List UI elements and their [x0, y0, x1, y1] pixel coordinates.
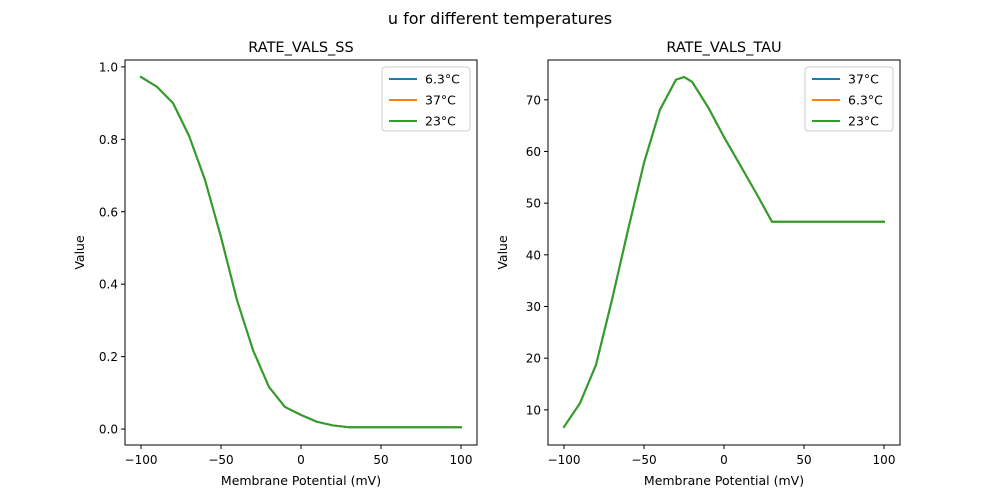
x-tick-label: 0	[720, 453, 728, 467]
x-tick-label: 100	[450, 453, 473, 467]
y-axis-label: Value	[72, 235, 87, 270]
legend-label: 23°C	[425, 114, 456, 129]
legend-box	[804, 66, 894, 132]
figure-title: u for different temperatures	[388, 9, 612, 28]
legend: 6.3°C 37°C 23°C	[381, 66, 471, 132]
series-line-tau-2	[562, 76, 885, 429]
x-tick-label: −100	[125, 453, 158, 467]
x-tick-label: −100	[548, 453, 581, 467]
x-tick-label: 0	[297, 453, 305, 467]
y-tick-label: 50	[526, 197, 541, 211]
y-tick-label: 60	[526, 145, 541, 159]
x-tick-label: 50	[373, 453, 388, 467]
x-axis-label: Membrane Potential (mV)	[221, 473, 381, 488]
legend-label: 23°C	[848, 114, 879, 129]
subplot-title: RATE_VALS_TAU	[666, 40, 781, 56]
y-tick-label: 0.6	[99, 205, 118, 219]
x-tick-label: −50	[208, 453, 233, 467]
y-tick-label: 40	[526, 248, 541, 262]
y-axis-label: Value	[495, 235, 510, 270]
subplot-tau: RATE_VALS_TAU −100 −50 0 50 100 10 20 30 40 50 60 70…	[495, 40, 901, 488]
y-tick-label: 20	[526, 352, 541, 366]
x-axis-label: Membrane Potential (mV)	[644, 473, 804, 488]
subplot-ss: RATE_VALS_SS −100 −50 0 50 100 0.0 0.2 0.4 0.6 0.8…	[72, 40, 478, 488]
x-tick-label: 100	[873, 453, 896, 467]
x-tick-label: 50	[796, 453, 811, 467]
y-tick-label: 0.0	[99, 423, 118, 437]
legend-label: 6.3°C	[848, 93, 883, 108]
x-tick-label: −50	[631, 453, 656, 467]
legend-label: 37°C	[425, 93, 456, 108]
legend: 37°C 6.3°C 23°C	[804, 66, 894, 132]
legend-box	[381, 66, 471, 132]
subplot-title: RATE_VALS_SS	[248, 40, 353, 56]
y-tick-label: 0.8	[99, 133, 118, 147]
y-tick-label: 0.2	[99, 350, 118, 364]
legend-label: 6.3°C	[425, 72, 460, 87]
y-tick-label: 0.4	[99, 278, 118, 292]
y-tick-label: 1.0	[99, 60, 118, 74]
legend-label: 37°C	[848, 72, 879, 87]
series-line-ss-2	[139, 75, 462, 429]
y-tick-label: 70	[526, 93, 541, 107]
y-tick-label: 30	[526, 300, 541, 314]
y-tick-label: 10	[526, 403, 541, 417]
